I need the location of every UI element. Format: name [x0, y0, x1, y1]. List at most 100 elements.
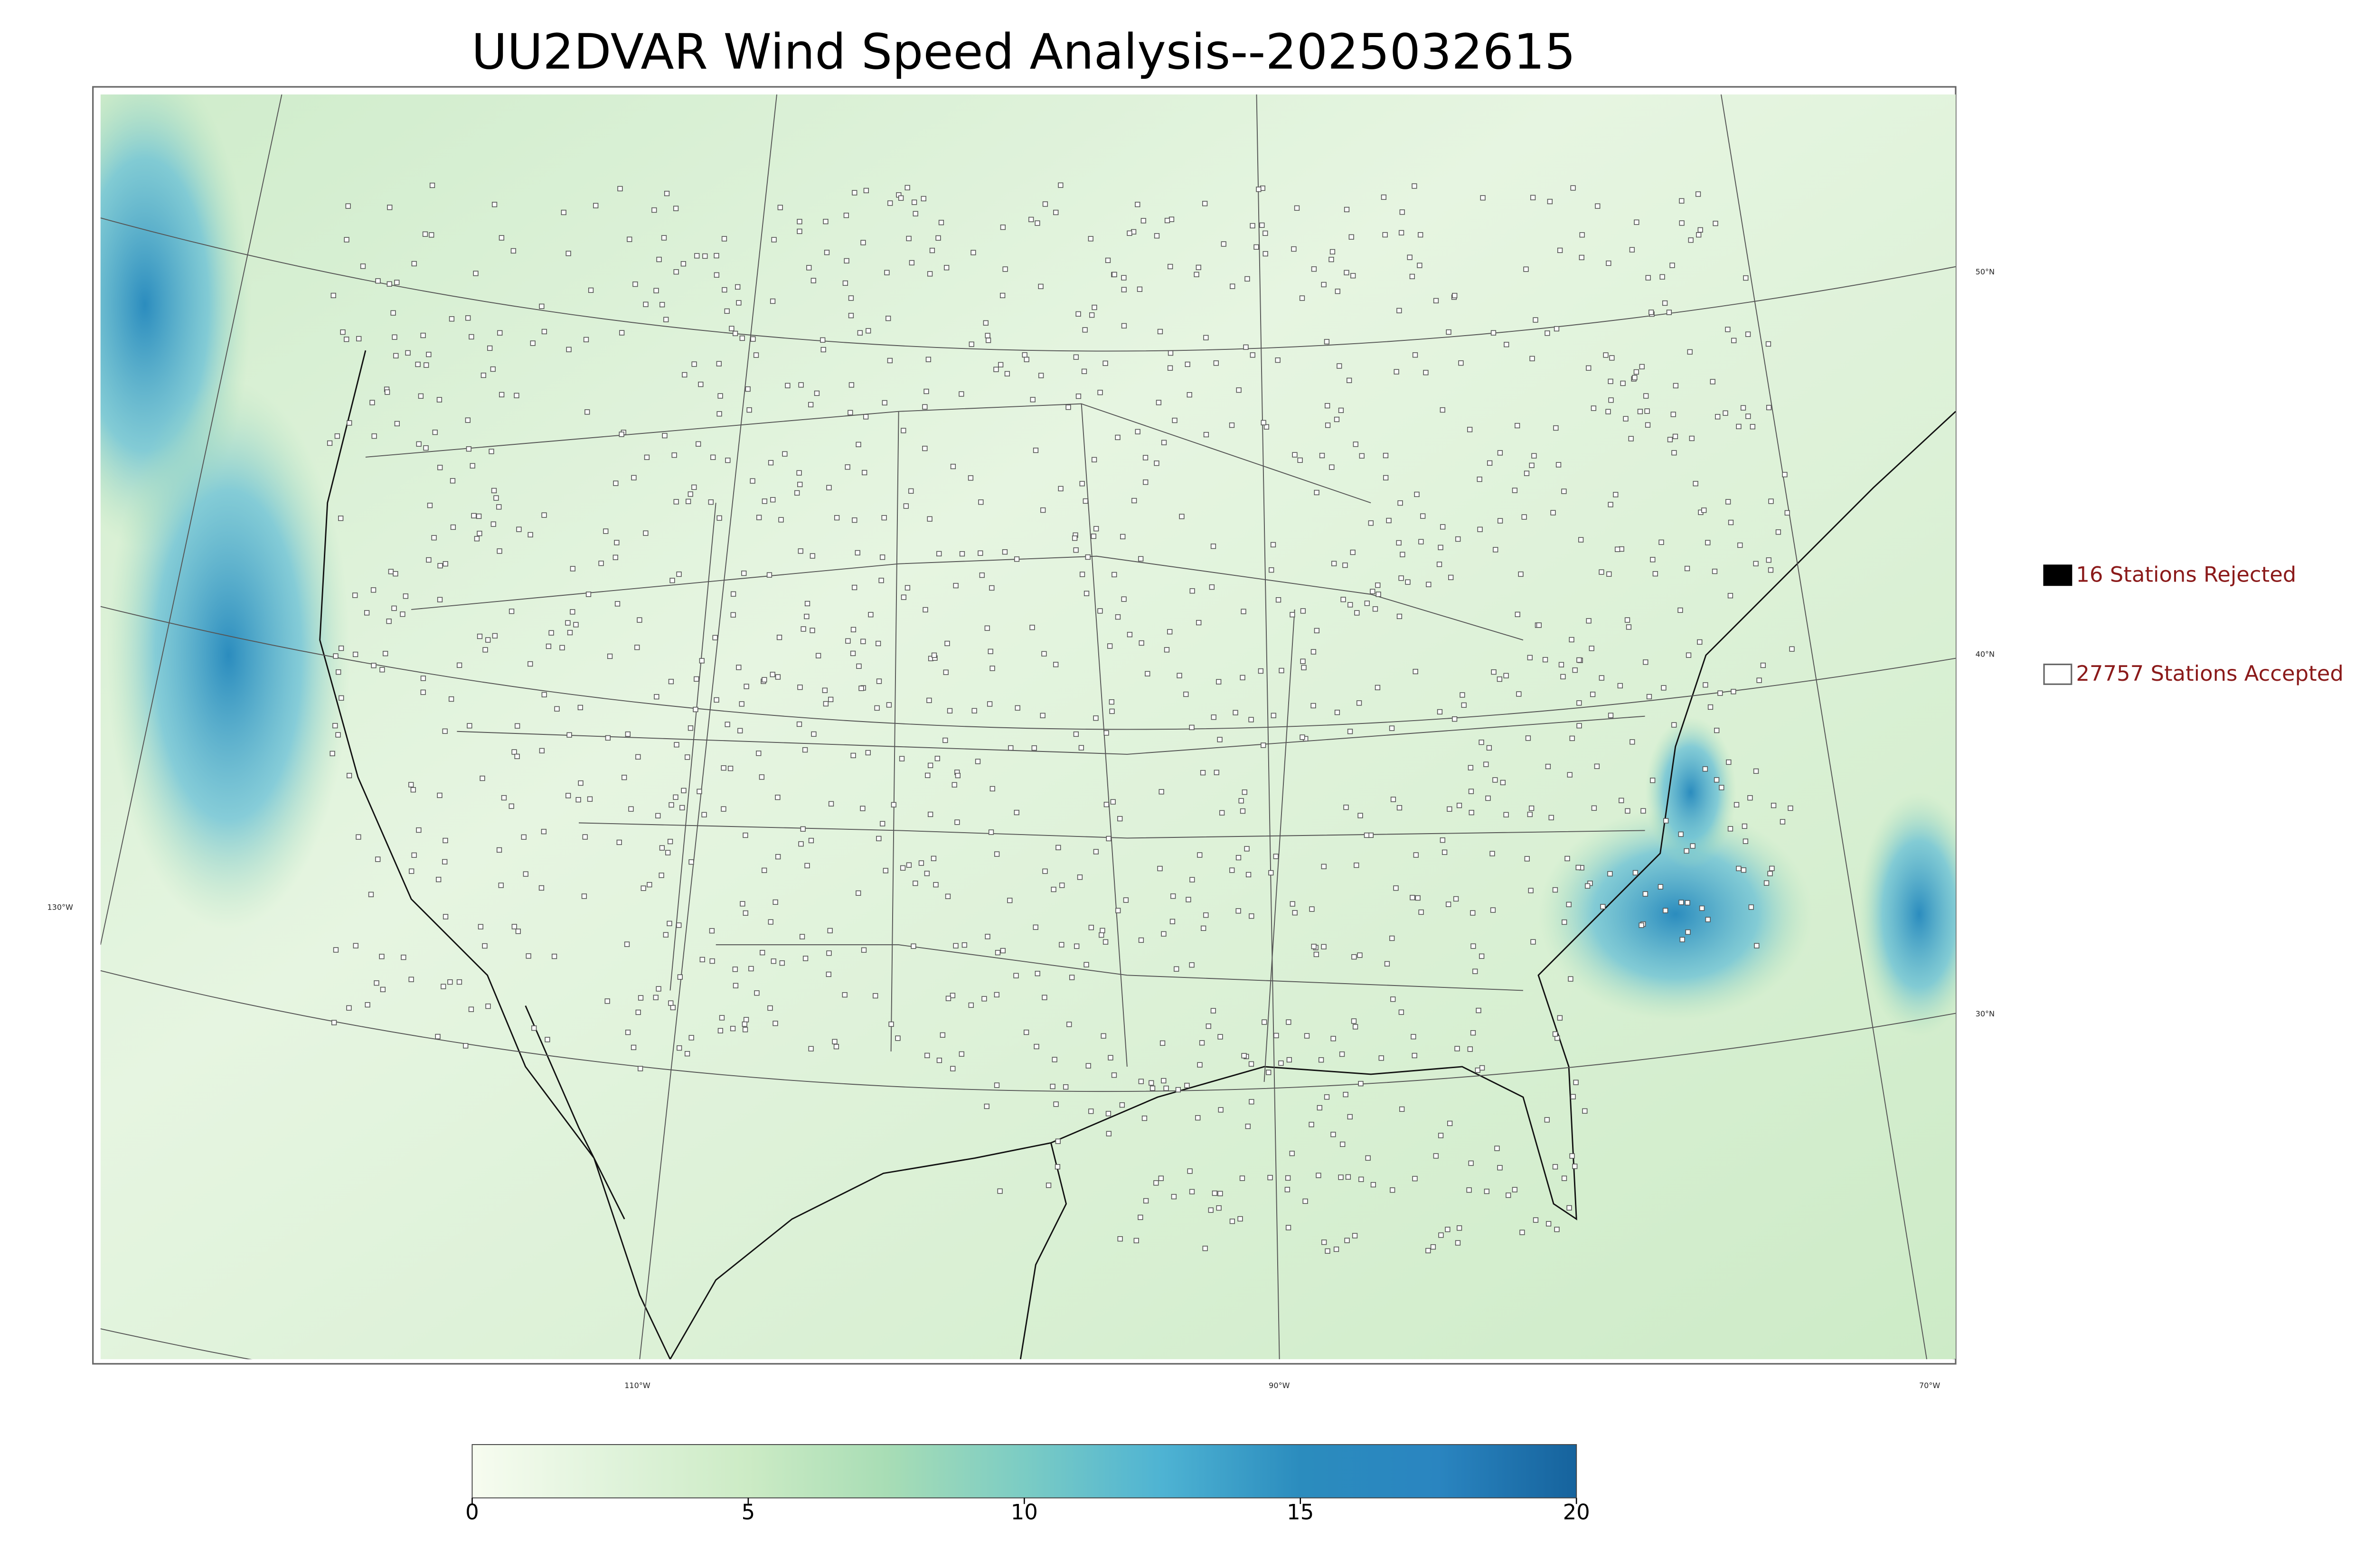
- station-marker: [828, 696, 834, 703]
- station-marker: [785, 383, 791, 388]
- station-marker: [365, 1002, 370, 1008]
- station-marker: [575, 797, 581, 803]
- station-marker: [848, 295, 854, 301]
- station-marker: [1470, 910, 1476, 916]
- station-marker: [1117, 1236, 1123, 1242]
- station-marker: [833, 1044, 839, 1050]
- station-marker: [551, 953, 557, 959]
- station-marker: [331, 1020, 337, 1025]
- station-marker: [1607, 871, 1613, 877]
- station-marker: [1321, 1239, 1327, 1245]
- station-marker: [691, 361, 697, 367]
- station-marker: [420, 676, 426, 681]
- station-marker: [344, 337, 349, 342]
- station-marker: [1754, 943, 1760, 948]
- station-marker: [1525, 735, 1531, 741]
- station-marker: [945, 893, 951, 899]
- station-marker: [1242, 789, 1247, 795]
- station-marker: [988, 829, 994, 835]
- station-marker: [604, 998, 610, 1004]
- station-marker: [770, 298, 776, 304]
- station-marker: [1069, 975, 1075, 980]
- station-marker: [1066, 1022, 1072, 1027]
- legend-label: 16 Stations Rejected: [2076, 562, 2296, 587]
- station-marker: [929, 247, 935, 254]
- station-marker: [1311, 266, 1317, 272]
- station-marker: [448, 696, 454, 702]
- station-marker: [340, 329, 346, 335]
- station-marker: [344, 237, 349, 243]
- station-marker: [984, 625, 990, 631]
- station-marker: [848, 410, 853, 415]
- station-marker: [400, 611, 405, 617]
- station-marker: [466, 446, 471, 452]
- station-marker: [1074, 943, 1080, 949]
- station-marker: [1210, 1008, 1216, 1014]
- station-marker: [1302, 1198, 1308, 1204]
- station-marker: [1575, 864, 1581, 871]
- legend-marker-rejected: [2043, 564, 2073, 586]
- station-marker: [1524, 470, 1530, 476]
- station-marker: [1413, 668, 1418, 675]
- station-marker: [708, 499, 714, 505]
- station-marker: [1344, 1238, 1350, 1243]
- station-marker: [696, 441, 701, 447]
- station-marker: [1413, 852, 1419, 858]
- station-marker: [1196, 264, 1201, 270]
- station-marker: [450, 478, 456, 484]
- station-marker: [1624, 617, 1630, 623]
- station-marker: [1717, 690, 1723, 696]
- colorbar-tick-label: 15: [1287, 1499, 1314, 1524]
- station-marker: [1075, 394, 1082, 399]
- station-marker: [1187, 392, 1192, 398]
- station-marker: [1519, 1230, 1525, 1235]
- station-marker: [1285, 1225, 1291, 1230]
- station-marker: [693, 706, 698, 713]
- station-marker: [663, 932, 669, 938]
- station-marker: [933, 882, 939, 888]
- station-marker: [1033, 924, 1038, 930]
- station-marker: [1299, 295, 1305, 301]
- station-marker: [970, 250, 976, 255]
- station-marker: [347, 773, 352, 779]
- station-marker: [1578, 537, 1584, 543]
- station-marker: [1038, 373, 1044, 378]
- station-marker: [730, 612, 736, 618]
- station-marker: [423, 445, 429, 451]
- station-marker: [408, 976, 414, 982]
- graticule: [100, 94, 1956, 1360]
- station-marker: [848, 382, 855, 388]
- station-marker: [375, 278, 381, 284]
- station-marker: [928, 762, 933, 768]
- station-marker: [478, 924, 483, 930]
- station-marker: [436, 397, 443, 403]
- station-marker: [1640, 808, 1646, 814]
- station-marker: [1106, 1131, 1112, 1136]
- station-marker: [1415, 895, 1421, 901]
- station-marker: [1149, 1080, 1154, 1086]
- station-marker: [1679, 220, 1685, 226]
- station-marker: [1567, 772, 1573, 778]
- station-marker: [565, 620, 571, 626]
- station-marker: [456, 979, 462, 985]
- station-marker: [416, 827, 422, 833]
- station-marker: [1197, 852, 1203, 858]
- station-marker: [379, 954, 385, 959]
- station-marker: [1352, 1024, 1358, 1030]
- station-marker: [1591, 405, 1596, 411]
- station-marker: [1515, 423, 1520, 429]
- station-marker: [725, 722, 730, 727]
- station-marker: [860, 638, 866, 644]
- station-marker: [927, 516, 933, 522]
- station-marker: [1566, 1205, 1572, 1211]
- station-marker: [729, 326, 735, 331]
- station-marker: [1649, 310, 1654, 315]
- station-marker: [1689, 435, 1695, 441]
- station-marker: [925, 357, 931, 362]
- station-marker: [1756, 677, 1762, 683]
- station-marker: [474, 536, 480, 542]
- station-marker: [559, 645, 565, 650]
- station-marker: [1713, 221, 1718, 226]
- station-marker: [768, 919, 773, 925]
- station-marker: [1262, 1019, 1267, 1025]
